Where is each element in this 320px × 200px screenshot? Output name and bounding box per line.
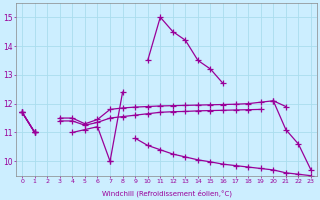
X-axis label: Windchill (Refroidissement éolien,°C): Windchill (Refroidissement éolien,°C) xyxy=(101,190,232,197)
